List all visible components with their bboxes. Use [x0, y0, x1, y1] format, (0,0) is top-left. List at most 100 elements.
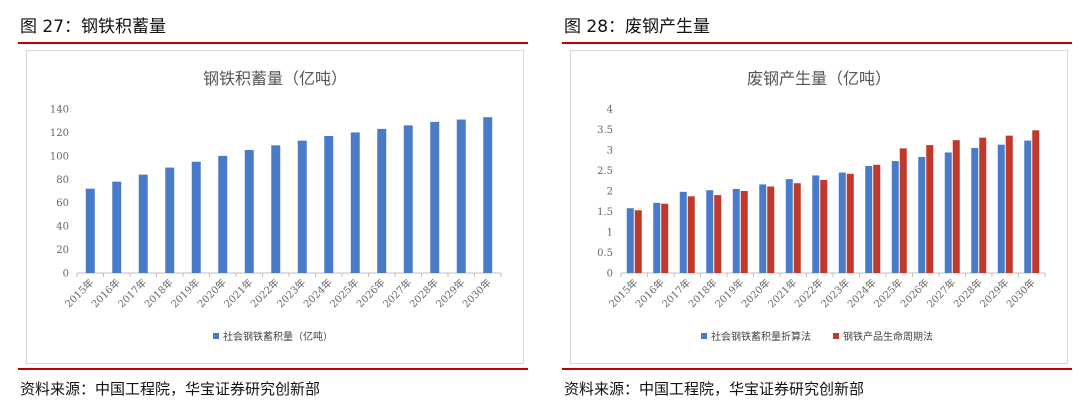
x-tick-label: 2028年	[407, 276, 441, 310]
bar	[838, 172, 846, 273]
steel-stock-chart-svg: 钢铁积蓄量（亿吨）0204060801001201402015年2016年201…	[50, 69, 502, 343]
bar	[687, 196, 695, 273]
bar	[244, 150, 254, 273]
scrap-steel-chart: 废钢产生量（亿吨） 0 0.5 1 1.5 2 2.5 3 3.5 4 2015年 2016年 2017…	[570, 50, 1068, 364]
x-tick-label: 2025年	[327, 276, 361, 310]
x-tick-label: 2029年	[433, 276, 467, 310]
bar	[661, 203, 669, 273]
bottom-divider	[18, 368, 528, 370]
legend-swatch	[833, 333, 839, 339]
bar	[112, 181, 122, 273]
y-tick-label: 60	[56, 198, 69, 209]
top-divider	[562, 42, 1072, 44]
x-tick-label: 2015年	[62, 276, 96, 310]
x-tick-label: 2021年	[765, 276, 799, 310]
y-tick-label: 120	[50, 128, 69, 139]
legend-label: 钢铁产品生命周期法	[843, 330, 933, 343]
x-tick-label: 2016年	[633, 276, 667, 310]
y-tick-label: 0.5	[597, 248, 613, 259]
bar	[377, 128, 387, 273]
bar	[634, 210, 642, 273]
x-tick-label: 2029年	[977, 276, 1011, 310]
scrap-steel-chart-svg: 废钢产生量（亿吨） 0 0.5 1 1.5 2 2.5 3 3.5 4 2015年2016年2017…	[597, 69, 1046, 343]
bar	[324, 135, 334, 273]
bottom-divider	[562, 368, 1072, 370]
x-tick-label: 2020年	[739, 276, 773, 310]
x-tick-label: 2025年	[871, 276, 905, 310]
y-tick-label: 1.5	[597, 207, 613, 218]
x-tick-label: 2020年	[195, 276, 229, 310]
x-tick-label: 2026年	[898, 276, 932, 310]
y-tick-label: 2	[607, 187, 613, 198]
y-tick-label: 0	[607, 269, 613, 280]
bar	[759, 184, 767, 273]
bar	[1005, 135, 1013, 273]
x-tick-label: 2021年	[221, 276, 255, 310]
bar	[350, 132, 360, 273]
bar	[85, 188, 95, 273]
steel-stock-chart: 钢铁积蓄量（亿吨） 0 20 40 60 80 100 120 140 2015年 2016年 201…	[26, 50, 524, 364]
bar	[918, 156, 926, 273]
y-tick-label: 40	[56, 222, 69, 233]
x-tick-label: 2026年	[354, 276, 388, 310]
bar	[679, 191, 687, 273]
bar	[944, 152, 952, 273]
x-tick-label: 2019年	[168, 276, 202, 310]
y-tick-label: 2.5	[597, 166, 613, 177]
x-tick-label: 2019年	[712, 276, 746, 310]
bar	[926, 145, 934, 273]
source-note: 资料来源：中国工程院，华宝证券研究创新部	[564, 380, 865, 398]
bar	[1032, 130, 1040, 273]
x-tick-label: 2027年	[924, 276, 958, 310]
bar	[732, 188, 740, 273]
legend-label: 社会钢铁蓄积量（亿吨）	[223, 330, 333, 343]
bar	[979, 137, 987, 273]
bar	[218, 155, 228, 273]
x-tick-label: 2018年	[142, 276, 176, 310]
bar	[793, 183, 801, 273]
bar	[653, 202, 661, 273]
bar	[891, 161, 899, 273]
x-tick-label: 2017年	[115, 276, 149, 310]
chart-title: 废钢产生量（亿吨）	[747, 69, 891, 88]
top-divider	[18, 42, 528, 44]
x-tick-label: 2022年	[792, 276, 826, 310]
x-tick-label: 2024年	[845, 276, 879, 310]
bar	[271, 145, 281, 273]
bar	[997, 144, 1005, 273]
x-tick-label: 2023年	[818, 276, 852, 310]
y-tick-label: 3	[607, 146, 613, 157]
y-tick-label: 3.5	[597, 125, 613, 136]
bar	[865, 165, 873, 273]
figure-27-panel: 图 27：钢铁积蓄量 钢铁积蓄量（亿吨） 0 20 40 60 80 100 120 140 20…	[18, 0, 538, 410]
x-tick-label: 2015年	[606, 276, 640, 310]
figure-caption: 图 27：钢铁积蓄量	[20, 17, 167, 37]
figure-28-panel: 图 28：废钢产生量 废钢产生量（亿吨） 0 0.5 1 1.5 2 2.5 3 3.5 4 201…	[562, 0, 1080, 410]
x-tick-label: 2023年	[274, 276, 308, 310]
x-tick-label: 2027年	[380, 276, 414, 310]
bar	[626, 208, 634, 273]
x-tick-label: 2018年	[686, 276, 720, 310]
x-tick-label: 2030年	[460, 276, 494, 310]
bar	[873, 164, 881, 273]
x-tick-label: 2016年	[89, 276, 123, 310]
bar	[165, 167, 175, 273]
bar	[403, 125, 413, 274]
y-tick-label: 140	[50, 105, 69, 116]
legend-swatch	[701, 333, 707, 339]
x-tick-label: 2030年	[1004, 276, 1038, 310]
bar	[846, 173, 854, 273]
legend-label: 社会钢铁蓄积量折算法	[711, 330, 811, 343]
bar	[767, 186, 775, 273]
bar	[483, 117, 493, 273]
bar	[297, 140, 307, 273]
y-tick-label: 4	[607, 105, 613, 116]
x-tick-label: 2024年	[301, 276, 335, 310]
figure-caption: 图 28：废钢产生量	[564, 17, 711, 37]
y-tick-label: 20	[56, 245, 69, 256]
bar	[138, 174, 148, 273]
bar	[191, 161, 201, 273]
bar	[899, 148, 907, 273]
bar	[820, 179, 828, 273]
x-tick-label: 2017年	[659, 276, 693, 310]
